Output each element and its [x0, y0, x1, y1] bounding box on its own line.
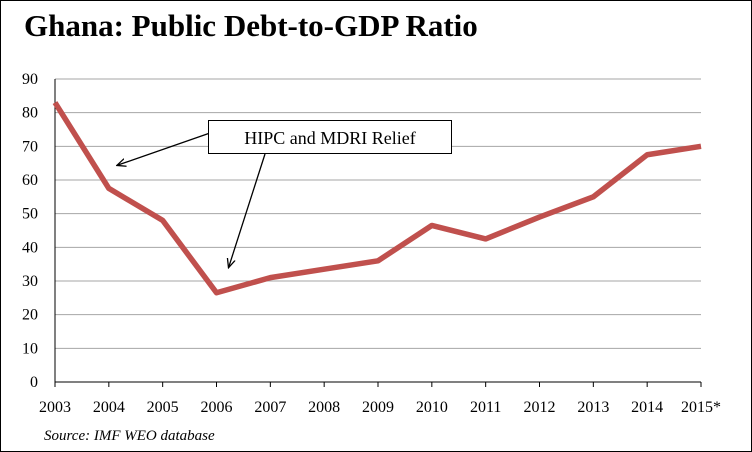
- y-tick-label: 70: [22, 138, 38, 155]
- x-tick-label: 2005: [147, 399, 179, 416]
- x-tick-label: 2012: [524, 399, 556, 416]
- y-tick-label: 60: [22, 172, 38, 189]
- x-tick-label: 2015*: [681, 399, 721, 416]
- annotation-arrow-2004: [117, 132, 211, 165]
- y-tick-label: 80: [22, 105, 38, 122]
- chart-title: Ghana: Public Debt-to-GDP Ratio: [24, 8, 478, 43]
- annotation-arrow-2006: [229, 153, 266, 268]
- y-tick-label: 40: [22, 239, 38, 256]
- y-tick-label: 20: [22, 307, 38, 324]
- x-tick-label: 2006: [201, 399, 233, 416]
- x-tick-label: 2013: [577, 399, 609, 416]
- y-tick-label: 10: [22, 340, 38, 357]
- x-tick-label: 2010: [416, 399, 448, 416]
- y-tick-label: 30: [22, 273, 38, 290]
- annotation-label: HIPC and MDRI Relief: [244, 128, 416, 148]
- y-tick-label: 0: [30, 374, 38, 391]
- x-tick-label: 2004: [93, 399, 125, 416]
- x-tick-label: 2014: [631, 399, 663, 416]
- x-tick-label: 2007: [254, 399, 286, 416]
- x-tick-label: 2011: [470, 399, 501, 416]
- x-tick-label: 2008: [308, 399, 340, 416]
- annotation-box: HIPC and MDRI Relief: [208, 120, 452, 154]
- y-tick-label: 50: [22, 206, 38, 223]
- source-note: Source: IMF WEO database: [44, 428, 215, 444]
- x-tick-label: 2009: [362, 399, 394, 416]
- y-tick-label: 90: [22, 71, 38, 88]
- x-tick-label: 2003: [39, 399, 71, 416]
